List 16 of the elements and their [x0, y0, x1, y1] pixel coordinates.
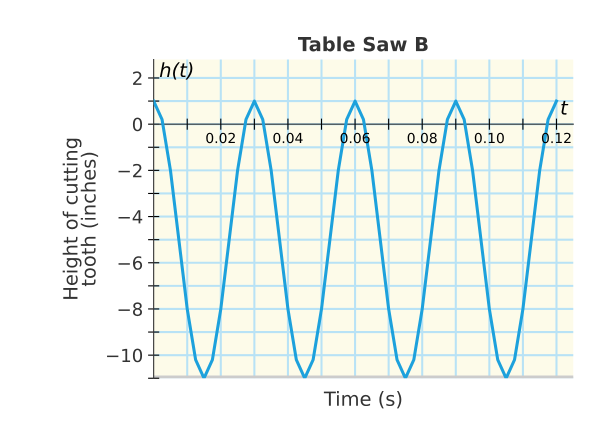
y-tick-label: −2 [118, 164, 142, 178]
x-axis-title: Time (s) [324, 391, 402, 408]
x-tick-label: 0.08 [408, 132, 437, 144]
y-tick-label: 2 [133, 71, 142, 85]
annotation: t [561, 100, 568, 115]
y-axis-title: Height of cutting tooth (inches) [62, 138, 98, 299]
x-tick-label: 0.04 [273, 132, 303, 144]
y-tick-label: −8 [118, 302, 142, 316]
y-tick-label: −6 [118, 256, 142, 270]
y-tick-label: 0 [132, 118, 142, 132]
y-tick-label: −4 [118, 210, 142, 224]
x-tick-label: 0.10 [474, 132, 504, 144]
x-tick-label: 0.02 [206, 132, 235, 144]
annotation: h(t) [160, 62, 192, 80]
y-tick-label: −10 [107, 348, 142, 362]
chart-title: Table Saw B [298, 36, 428, 52]
